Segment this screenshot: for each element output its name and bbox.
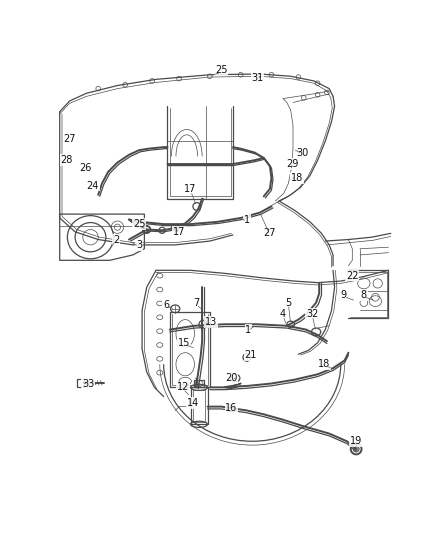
Text: 8: 8 xyxy=(361,290,367,300)
Text: 24: 24 xyxy=(87,181,99,191)
Ellipse shape xyxy=(353,446,359,452)
Bar xyxy=(193,390,205,422)
Text: 18: 18 xyxy=(318,359,330,369)
Text: 28: 28 xyxy=(60,155,73,165)
Text: 19: 19 xyxy=(350,436,362,446)
Text: 29: 29 xyxy=(286,159,298,169)
Text: 16: 16 xyxy=(225,403,237,413)
Text: 9: 9 xyxy=(341,290,347,300)
Text: 26: 26 xyxy=(79,163,91,173)
Text: 6: 6 xyxy=(163,300,169,310)
Text: 27: 27 xyxy=(64,134,76,144)
Bar xyxy=(78,379,84,386)
Text: 1: 1 xyxy=(245,325,251,335)
Text: 21: 21 xyxy=(244,350,257,360)
Text: 13: 13 xyxy=(205,317,218,327)
Text: 15: 15 xyxy=(178,338,191,348)
Text: 25: 25 xyxy=(215,65,228,75)
Text: 5: 5 xyxy=(285,297,292,308)
Text: 22: 22 xyxy=(346,271,359,281)
Text: 18: 18 xyxy=(291,173,303,183)
Text: 25: 25 xyxy=(133,219,145,229)
Bar xyxy=(191,387,208,424)
Text: 20: 20 xyxy=(225,373,237,383)
Text: 14: 14 xyxy=(187,398,199,408)
Text: 17: 17 xyxy=(184,184,197,195)
Text: 12: 12 xyxy=(177,382,189,392)
Text: 3: 3 xyxy=(136,240,142,250)
Text: 30: 30 xyxy=(296,148,308,158)
Bar xyxy=(194,379,204,387)
Text: 27: 27 xyxy=(264,228,276,238)
Text: 7: 7 xyxy=(193,297,199,308)
Text: 2: 2 xyxy=(113,235,119,245)
Text: 1: 1 xyxy=(244,215,250,225)
Text: 4: 4 xyxy=(280,309,286,319)
Text: 32: 32 xyxy=(306,309,318,319)
Text: 33: 33 xyxy=(82,378,94,389)
Text: 17: 17 xyxy=(173,227,185,237)
Text: 31: 31 xyxy=(251,73,264,83)
